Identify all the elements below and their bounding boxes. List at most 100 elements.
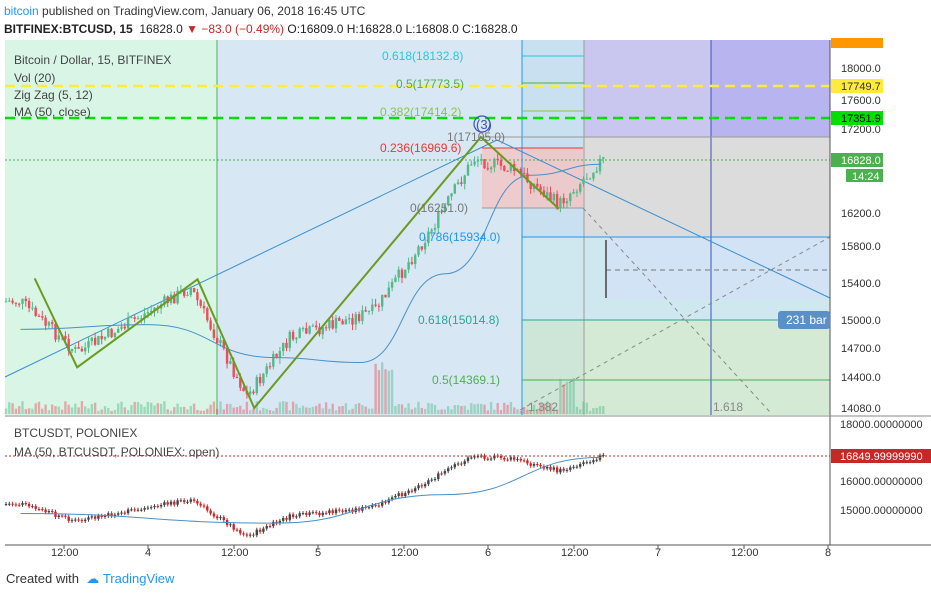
lower-candle: [70, 520, 74, 522]
lower-candle: [433, 479, 437, 481]
candle: [483, 159, 486, 169]
x-tick-5: 6: [485, 547, 491, 559]
lower-candle: [291, 514, 295, 517]
lower-candle: [8, 503, 11, 505]
lower-candle: [348, 509, 351, 511]
x-tick-0: 12:00: [51, 547, 79, 559]
candle: [522, 173, 526, 175]
lower-candle: [11, 503, 14, 505]
volume-bar: [423, 408, 427, 414]
candle: [298, 328, 301, 338]
candle: [74, 347, 77, 349]
volume-bar: [21, 401, 24, 414]
volume-bar: [539, 403, 542, 414]
candle: [565, 201, 569, 204]
volume-bar: [140, 404, 143, 414]
lower-legend-ma[interactable]: MA (50, BTCUSDT, POLONIEX: open): [14, 445, 220, 459]
footer: Created with ☁ TradingView: [6, 571, 174, 587]
lower-candle: [456, 463, 460, 465]
volume-bar: [206, 408, 209, 414]
volume-bar: [47, 410, 51, 414]
lower-candle: [44, 509, 47, 513]
tradingview-logo-icon[interactable]: ☁: [86, 571, 100, 586]
candle: [150, 310, 153, 313]
candle: [54, 323, 57, 340]
ma-50-line: [20, 163, 602, 364]
volume-bar: [433, 405, 437, 414]
svg-text:17200.0: 17200.0: [841, 124, 881, 136]
lower-candle: [209, 510, 212, 514]
candle: [153, 307, 156, 311]
lower-candle: [526, 460, 529, 464]
candle: [466, 164, 470, 176]
volume-bar: [107, 408, 110, 414]
lower-candle: [506, 459, 509, 461]
volume-bar: [202, 410, 206, 414]
lower-candle: [93, 516, 97, 519]
volume-bar: [176, 403, 179, 414]
legend-ma[interactable]: MA (50, close): [14, 105, 91, 119]
lower-candle: [179, 500, 183, 502]
volume-bar: [381, 362, 384, 414]
lower-candle: [539, 464, 542, 467]
candle: [24, 298, 27, 301]
volume-bar: [377, 370, 381, 414]
tradingview-link[interactable]: TradingView: [102, 571, 175, 586]
volume-bar: [216, 408, 219, 414]
lower-candle: [84, 519, 87, 521]
lower-candle: [21, 503, 24, 505]
lower-candle: [90, 516, 93, 518]
lower-candle: [588, 462, 592, 464]
lower-candle: [100, 515, 103, 517]
lower-candle: [592, 460, 595, 463]
volume-bar: [179, 407, 183, 414]
lower-candle: [394, 495, 397, 498]
candle: [252, 391, 255, 394]
volume-bar: [443, 409, 447, 414]
lower-candle: [222, 517, 225, 520]
lower-candle: [390, 497, 394, 500]
lower-candle: [463, 461, 466, 465]
volume-bar: [103, 406, 107, 414]
fib-label-0618-low: 0.618(15014.8): [418, 313, 499, 327]
volume-bar: [440, 409, 443, 414]
candle: [143, 313, 146, 319]
volume-bar: [595, 407, 598, 414]
lower-candle: [80, 520, 84, 522]
legend-zigzag[interactable]: Zig Zag (5, 12): [14, 88, 93, 102]
lower-candle: [493, 455, 496, 459]
volume-bar: [470, 403, 473, 414]
svg-text:14700.0: 14700.0: [841, 343, 881, 355]
tag-countdown: 14:24: [852, 171, 880, 183]
volume-bar: [87, 408, 90, 414]
x-tick-4: 12:00: [391, 547, 419, 559]
lower-candle: [476, 456, 480, 458]
candle: [242, 387, 245, 392]
volume-bar: [31, 408, 34, 414]
candle: [499, 160, 503, 167]
author-link[interactable]: bitcoin: [4, 4, 39, 18]
volume-bar: [136, 402, 140, 414]
candle: [176, 290, 179, 304]
candle: [239, 377, 242, 388]
candle: [57, 335, 60, 340]
volume-bar: [18, 406, 21, 414]
candle: [598, 158, 602, 172]
legend-vol[interactable]: Vol (20): [14, 71, 56, 85]
volume-bar: [579, 409, 582, 414]
volume-bar: [430, 403, 433, 414]
volume-bar: [321, 408, 324, 414]
fib-ext-1618: 1.618: [713, 400, 743, 414]
volume-bar: [278, 402, 282, 414]
lower-candle: [585, 462, 588, 464]
candle: [381, 294, 384, 307]
candle: [549, 192, 552, 201]
lower-candle: [140, 509, 143, 511]
svg-text:14400.0: 14400.0: [841, 372, 881, 384]
lower-candle: [305, 513, 308, 515]
candle: [51, 322, 54, 324]
lower-candle: [130, 509, 133, 511]
lower-legend-title: BTCUSDT, POLONIEX: [14, 426, 138, 440]
volume-bar: [64, 401, 67, 414]
